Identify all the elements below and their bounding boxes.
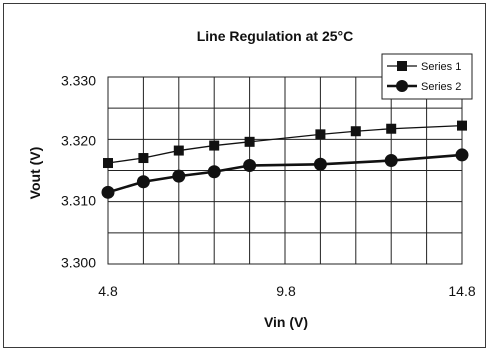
x-axis-title: Vin (V) (264, 314, 308, 330)
legend-label-series-1: Series 1 (421, 61, 461, 73)
series-1-point (138, 153, 149, 164)
y-tick-label: 3.330 (61, 73, 96, 89)
series-2-point (136, 175, 150, 189)
series-1-point (350, 126, 361, 137)
x-tick-label: 4.8 (98, 283, 118, 299)
chart-title: Line Regulation at 25°C (197, 28, 354, 44)
y-axis-title: Vout (V) (27, 147, 43, 200)
plot-area (107, 76, 463, 265)
series-2-point (207, 165, 221, 179)
legend: Series 1 Series 2 (381, 53, 473, 100)
series-1-point (103, 158, 113, 169)
x-tick-label: 14.8 (448, 283, 475, 299)
grid-lines (107, 76, 463, 265)
series-1-point (386, 123, 397, 134)
y-tick-label: 3.320 (61, 133, 96, 149)
y-tick-labels: 3.330 3.320 3.310 3.300 (61, 73, 96, 271)
y-tick-label: 3.310 (61, 193, 96, 209)
series-1-point (315, 129, 326, 140)
series-2-point (101, 185, 115, 199)
y-tick-label: 3.300 (61, 255, 96, 271)
series-2-point (243, 159, 257, 173)
x-tick-label: 9.8 (276, 283, 296, 299)
legend-circle-marker (396, 80, 408, 92)
legend-square-marker (397, 61, 407, 71)
legend-label-series-2: Series 2 (421, 81, 461, 93)
series-2-point (455, 148, 469, 162)
series-2-point (384, 154, 398, 168)
series-1-point (244, 136, 255, 147)
series-1-point (209, 140, 220, 151)
series-1-point (173, 145, 184, 156)
x-tick-labels: 4.8 9.8 14.8 (98, 283, 476, 299)
series-2-point (172, 169, 186, 183)
series-2-point (313, 157, 327, 171)
series-1-point (457, 120, 467, 131)
series-layer (101, 120, 469, 199)
